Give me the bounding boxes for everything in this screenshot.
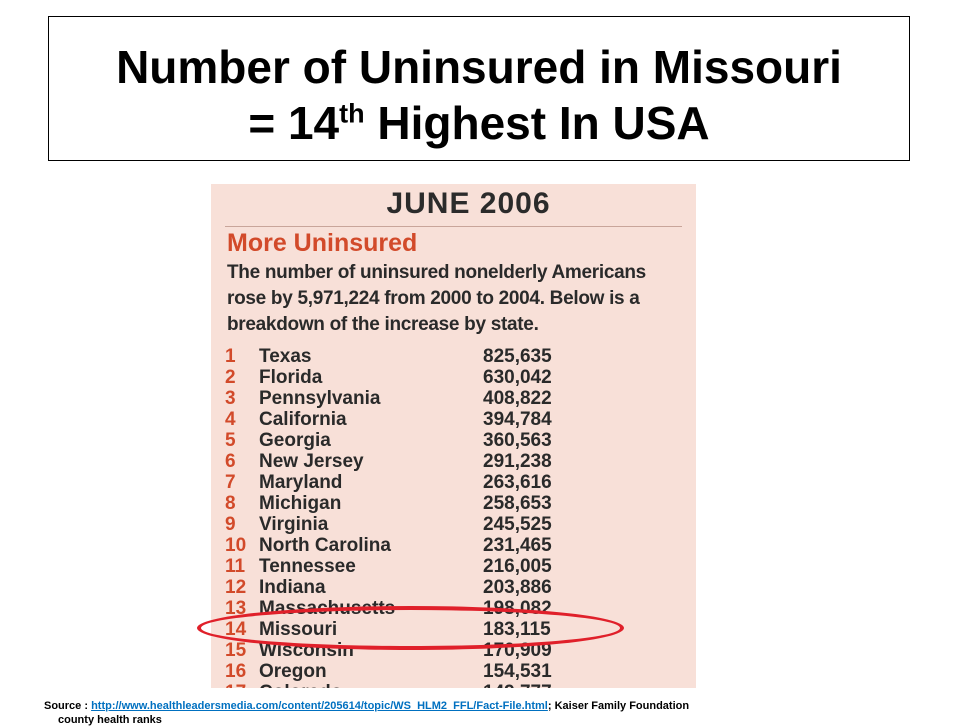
slide-title: Number of Uninsured in Missouri = 14th H…	[48, 16, 910, 161]
list-item: 9 Virginia 245,525	[225, 514, 685, 535]
row-rank: 9	[225, 514, 236, 535]
title-line-2: = 14th Highest In USA	[248, 97, 710, 149]
row-count: 149,777	[483, 682, 552, 688]
clipping-intro-text: The number of uninsured nonelderly Ameri…	[227, 262, 646, 335]
row-state: Michigan	[259, 493, 342, 514]
row-count: 825,635	[483, 346, 552, 367]
list-item: 5 Georgia 360,563	[225, 430, 685, 451]
list-item: 2 Florida 630,042	[225, 367, 685, 388]
row-state: North Carolina	[259, 535, 391, 556]
row-rank: 16	[225, 661, 247, 682]
row-state: Florida	[259, 367, 323, 388]
row-rank: 17	[225, 682, 246, 688]
row-count: 245,525	[483, 514, 552, 535]
row-rank: 4	[225, 409, 236, 430]
row-rank: 1	[225, 346, 236, 367]
row-state: Tennessee	[259, 556, 356, 577]
row-rank: 12	[225, 577, 247, 598]
list-item: 4 California 394,784	[225, 409, 685, 430]
row-count: 258,653	[483, 493, 552, 514]
row-count: 263,616	[483, 472, 552, 493]
list-item: 11 Tennessee 216,005	[225, 556, 685, 577]
row-rank: 11	[225, 556, 246, 577]
row-count: 360,563	[483, 430, 552, 451]
title-line-1: Number of Uninsured in Missouri	[116, 41, 842, 93]
row-state: California	[259, 409, 347, 430]
row-state: Maryland	[259, 472, 343, 493]
list-item: 8 Michigan 258,653	[225, 493, 685, 514]
source-citation: Source : http://www.healthleadersmedia.c…	[44, 700, 690, 712]
row-state: Pennsylvania	[259, 388, 381, 409]
row-rank: 10	[225, 535, 247, 556]
list-item: 1 Texas 825,635	[225, 346, 685, 367]
list-item: 12 Indiana 203,886	[225, 577, 685, 598]
row-state: Oregon	[259, 661, 327, 682]
row-count: 291,238	[483, 451, 552, 472]
row-rank: 6	[225, 451, 236, 472]
row-count: 203,886	[483, 577, 552, 598]
row-state: Virginia	[259, 514, 329, 535]
row-count: 231,465	[483, 535, 552, 556]
clipping-date-header: JUNE 2006	[386, 187, 551, 220]
row-count: 394,784	[483, 409, 552, 430]
row-rank: 3	[225, 388, 236, 409]
list-item: 16 Oregon 154,531	[225, 661, 685, 682]
list-item: 6 New Jersey 291,238	[225, 451, 685, 472]
row-rank: 15	[225, 640, 247, 661]
row-state: Colorado	[259, 682, 342, 688]
missouri-highlight-ellipse	[197, 606, 624, 650]
source-citation-line-2: county health ranks	[58, 714, 162, 726]
list-item: 3 Pennsylvania 408,822	[225, 388, 685, 409]
row-state: Texas	[259, 346, 312, 367]
list-item: 7 Maryland 263,616	[225, 472, 685, 493]
source-link[interactable]: http://www.healthleadersmedia.com/conten…	[91, 700, 548, 712]
list-item: 10 North Carolina 231,465	[225, 535, 685, 556]
row-state: Georgia	[259, 430, 331, 451]
row-count: 216,005	[483, 556, 552, 577]
row-rank: 5	[225, 430, 236, 451]
row-rank: 8	[225, 493, 236, 514]
row-state: Indiana	[259, 577, 326, 598]
row-state: New Jersey	[259, 451, 364, 472]
divider	[225, 226, 682, 227]
clipping-heading: More Uninsured	[227, 229, 418, 257]
row-count: 408,822	[483, 388, 552, 409]
row-rank: 2	[225, 367, 236, 388]
list-item: 17 Colorado 149,777	[225, 682, 685, 688]
row-count: 630,042	[483, 367, 552, 388]
row-rank: 7	[225, 472, 236, 493]
row-count: 154,531	[483, 661, 552, 682]
